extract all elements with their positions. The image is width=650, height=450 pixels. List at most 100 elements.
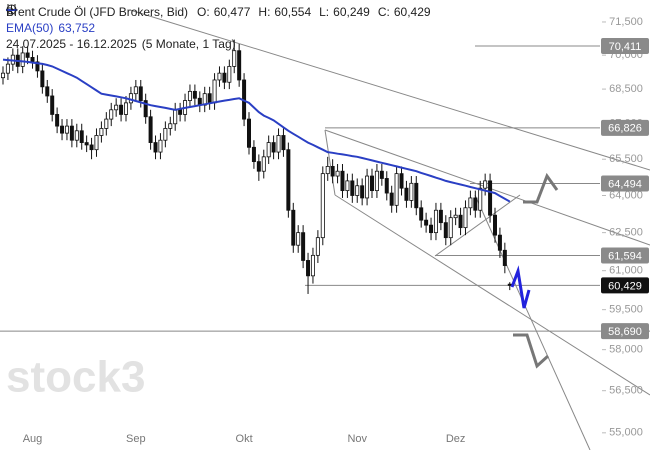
arrow-down [513,333,550,369]
candle-body [468,197,473,209]
candle-body [453,214,458,219]
candle-body [483,180,488,189]
x-tick-label: Dez [446,433,466,445]
ema-line [2,58,511,203]
candle-body [492,214,497,236]
level-label: 60,429 [608,280,642,292]
candle-body [502,249,507,266]
stat-value: 60,477 [213,5,251,19]
candle-body [50,95,55,115]
candle-body [55,114,60,127]
candle-body [30,57,35,63]
clock-icon [6,4,17,15]
candle-body [133,86,138,95]
legend-row: Brent Crude Öl (JFD Brokers, Bid) O: 60,4… [6,4,431,20]
candle-body [79,130,84,143]
x-tick-label: Aug [23,433,43,445]
candle-body [345,180,350,192]
x-tick-label: Nov [347,433,367,445]
candle-body [379,170,384,179]
stat-value: 60,249 [333,5,370,19]
level-box [601,247,649,264]
candle-body [251,146,256,163]
candle-body [0,72,6,79]
candle-body [153,142,158,153]
candle-body [394,173,399,206]
stat-value: 60,554 [274,5,312,19]
candle-body [45,86,50,97]
candle-body [507,283,512,286]
candle-body [463,207,468,229]
candle-body [276,135,281,153]
level-label: 58,690 [608,326,642,338]
candle-body [271,142,276,153]
candle-body [458,214,463,229]
candle-body [266,142,271,158]
y-tick-label: 59,500 [609,304,643,316]
candle-body [404,187,409,201]
candle-body [399,173,404,189]
candle-body [64,125,69,134]
level-label: 70,411 [609,41,642,53]
y-tick-label: 61,000 [609,265,643,277]
candle-body [350,180,355,196]
candle-body [143,100,148,118]
candle-body [237,50,242,81]
candle-body [168,123,173,129]
candle-body [414,182,419,209]
candle-body [340,170,345,192]
candle-body [124,102,129,115]
y-tick-label: 62,500 [609,227,643,239]
level-label: 61,594 [608,250,642,262]
candle-body [384,178,389,194]
trendline [324,129,336,196]
candle-body [409,182,414,201]
candle-body [60,125,65,134]
candle-body [355,185,360,196]
candle-body [448,217,453,239]
level-box [601,119,649,136]
candle-body [84,142,89,146]
candle-body [360,185,365,199]
candle-body [217,72,222,81]
legend: Brent Crude Öl (JFD Brokers, Bid) O: 60,4… [6,4,431,52]
candle-body [443,222,448,239]
candle-body [310,254,315,277]
candle-body [148,116,153,143]
y-tick-label: 71,500 [609,16,643,28]
trendline [474,194,591,450]
candle-body [301,232,306,261]
x-tick-label: Okt [236,433,253,445]
candle-body [99,128,104,136]
arrow-up [523,172,559,204]
instrument: Brent Crude Öl (JFD Brokers, Bid) [6,5,189,19]
candle-body [40,70,45,88]
period: 24.07.2025 - 16.12.2025 [6,37,137,51]
candle-body [69,125,74,141]
stat-value: 60,429 [393,5,431,19]
candle-body [315,237,320,256]
candle-body [89,144,94,151]
candle-body [227,65,232,83]
candle-body [369,175,374,192]
candle-body [94,135,99,151]
candle-body [163,128,168,141]
y-tick-label: 65,500 [609,153,643,165]
trendline [129,9,650,171]
candle-body [325,166,330,175]
y-tick-label: 55,000 [609,427,643,439]
candle-body [306,260,311,277]
stat-key: L: [319,5,330,19]
candle-body [158,139,163,153]
candle-body [389,192,394,206]
trendlines [129,9,650,450]
candle-body [128,93,133,104]
candle-body [25,52,30,58]
candle-body [20,52,25,67]
candle-body [281,135,286,151]
candle-body [478,187,483,211]
stat-key: O: [197,5,210,19]
candle-body [104,118,109,129]
candle-body [114,104,119,111]
ohlc-stats: O: 60,477 H: 60,554 L: 60,249 C: 60,429 [193,4,431,20]
